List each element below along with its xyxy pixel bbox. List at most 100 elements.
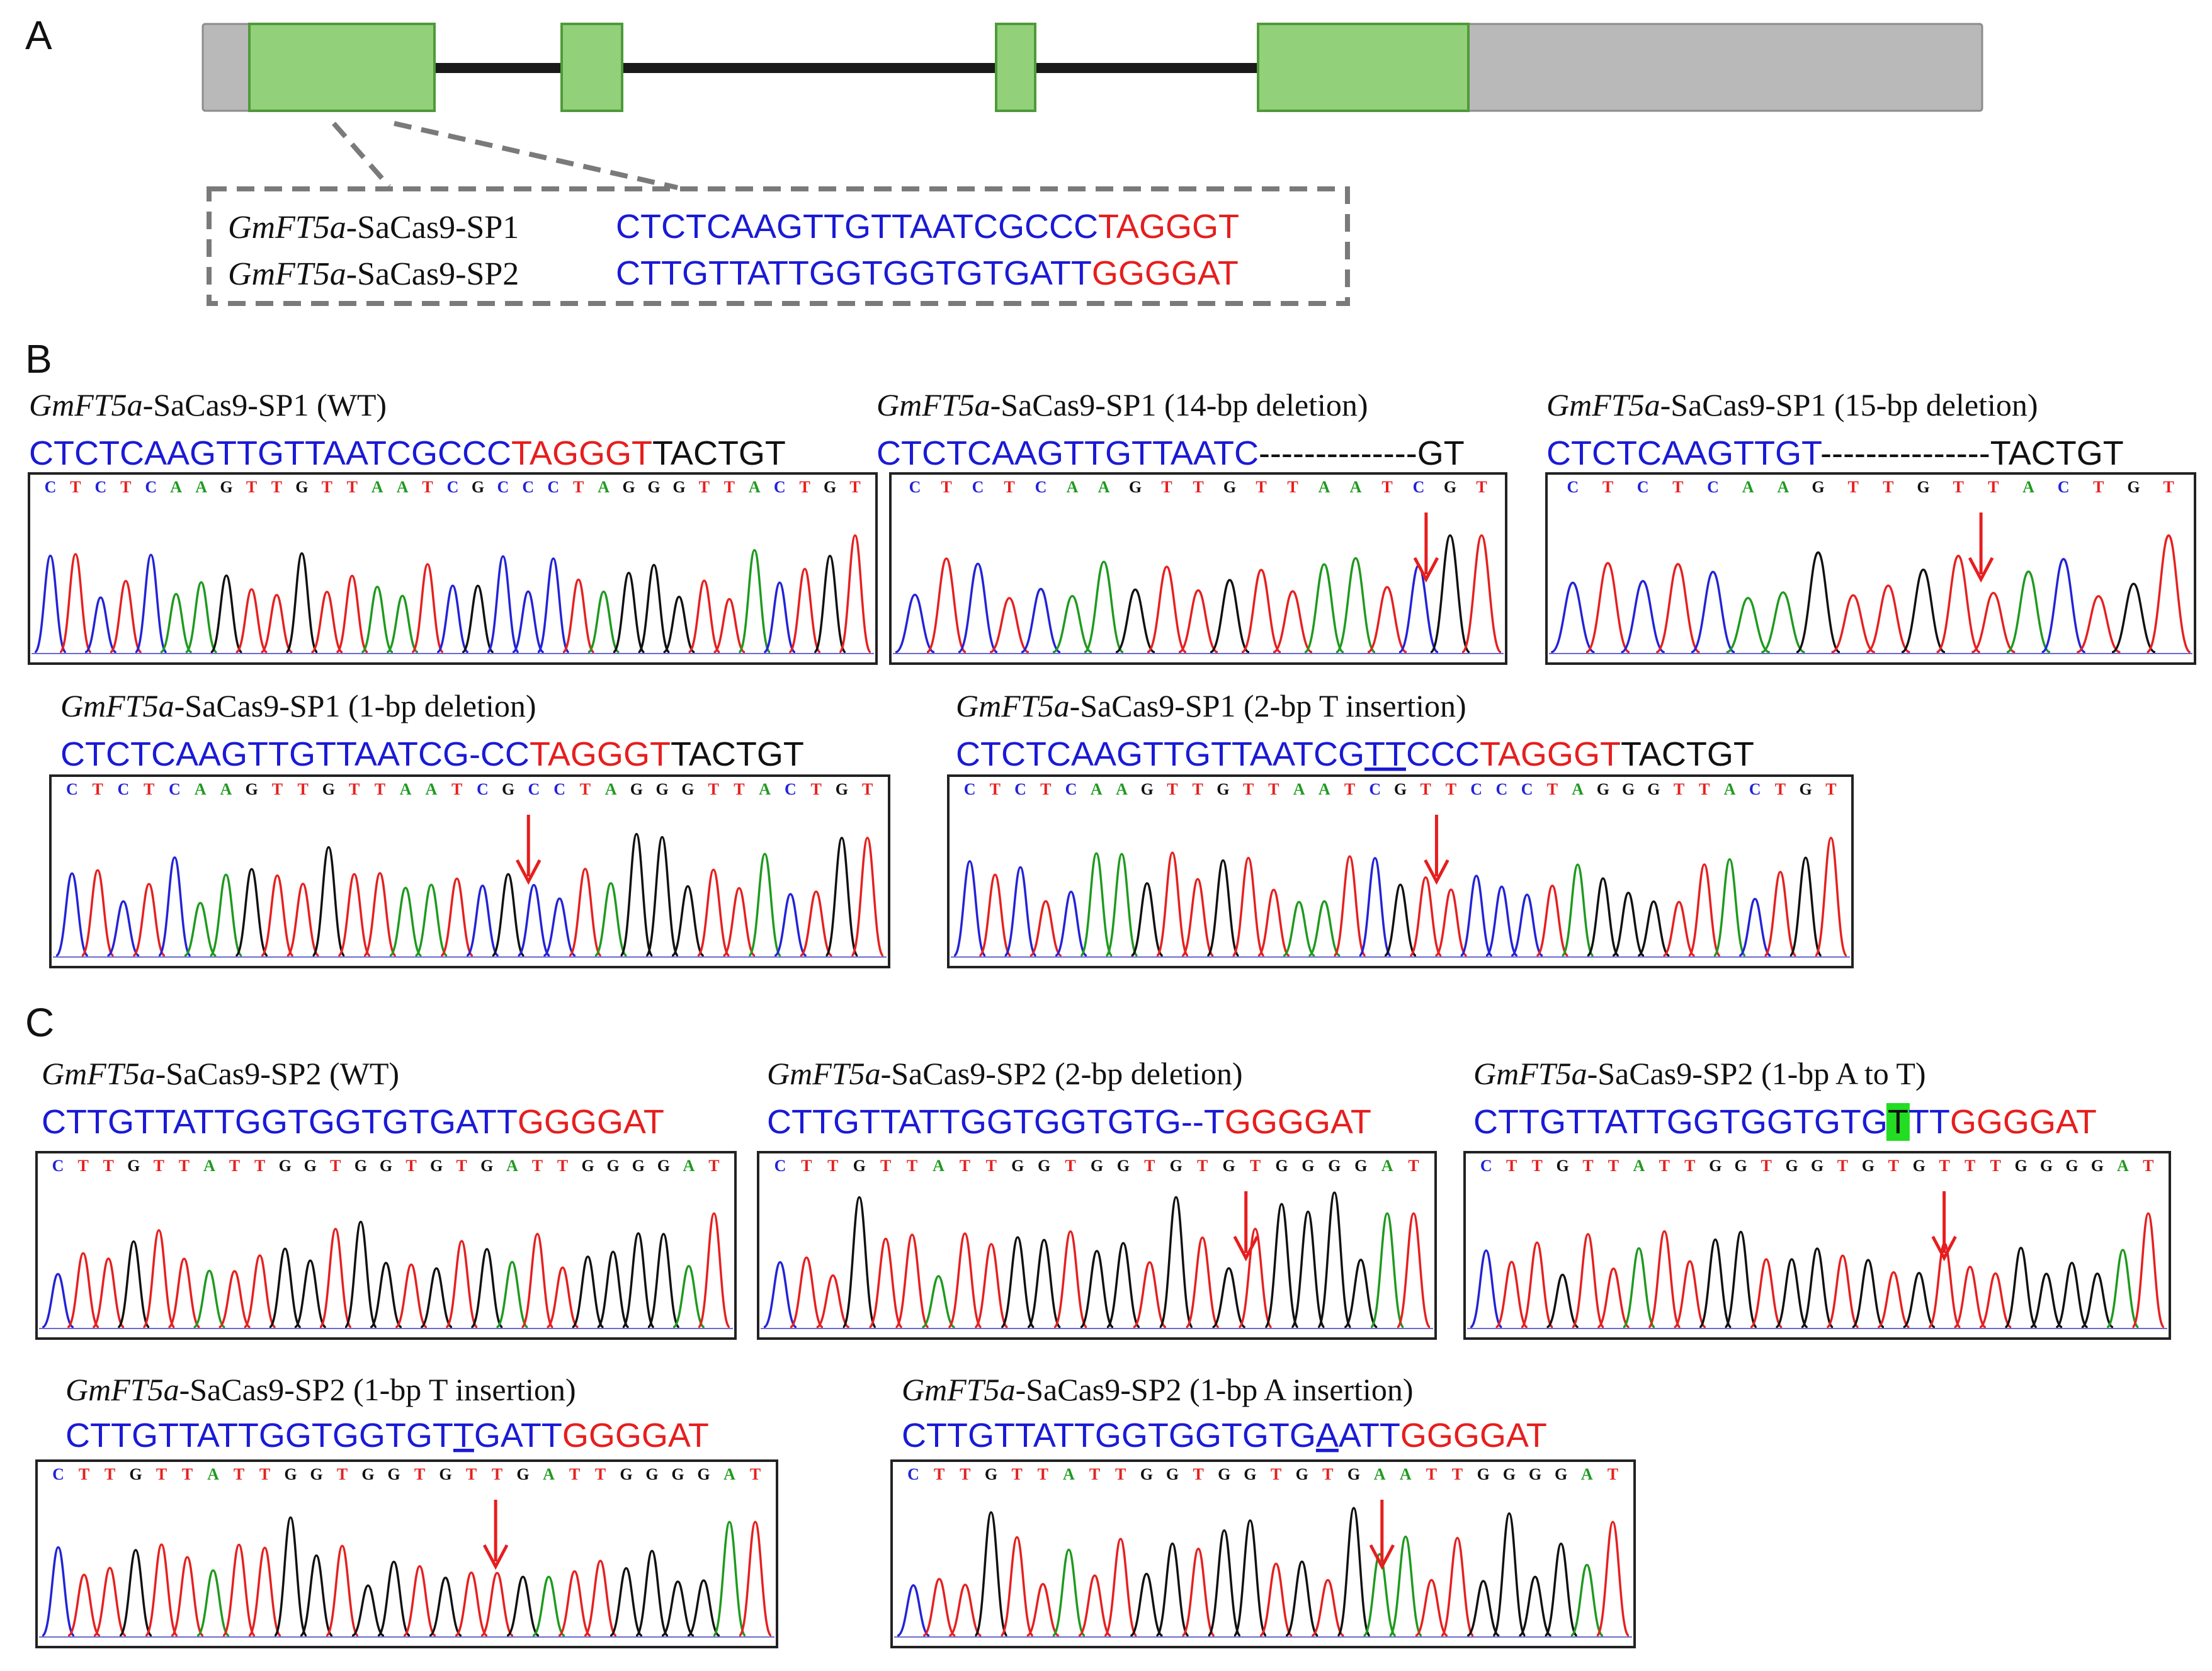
base-call: T <box>322 478 332 496</box>
base-call: T <box>827 1157 838 1175</box>
trace-peak <box>235 588 268 654</box>
base-call: G <box>430 1157 443 1175</box>
trace-panel-b2: GmFT5a-SaCas9-SP1 (14-bp deletion)CTCTCA… <box>876 387 1507 665</box>
base-call: G <box>439 1465 451 1483</box>
trace-title-gene: GmFT5a <box>902 1372 1016 1407</box>
trace-peak <box>1622 1247 1655 1328</box>
base-call: T <box>734 780 744 798</box>
trace-peak <box>1470 1249 1503 1328</box>
base-call: C <box>52 1465 64 1483</box>
exon-2 <box>560 23 623 112</box>
trace-peak <box>167 1257 201 1328</box>
trace-peak <box>562 578 595 654</box>
base-call: T <box>1011 1465 1022 1483</box>
trace-peak <box>1308 900 1341 957</box>
trace-peak <box>1485 885 1518 957</box>
base-call: A <box>1116 780 1128 798</box>
trace-peak <box>696 868 731 957</box>
panel-label-c: C <box>25 1000 54 1045</box>
base-call: G <box>581 1157 594 1175</box>
trace-peak <box>2106 1249 2140 1328</box>
trace-peak <box>67 1573 101 1637</box>
trace-peak <box>1586 877 1619 957</box>
trace-peak <box>738 1521 773 1637</box>
trace-peak <box>1691 570 1735 654</box>
base-call: G <box>472 478 484 496</box>
base-call: C <box>964 780 976 798</box>
base-call: G <box>480 1157 493 1175</box>
trace-peak <box>594 881 628 957</box>
base-call: T <box>1990 1157 2000 1175</box>
trace-peak <box>1210 579 1250 654</box>
trace-peak <box>661 1580 695 1637</box>
trace-peak <box>300 1554 333 1637</box>
base-call: T <box>1287 478 1298 496</box>
trace-peak <box>55 872 89 957</box>
trace-peak <box>672 1265 705 1328</box>
trace-peak <box>546 1266 579 1328</box>
trace-peak <box>157 856 192 957</box>
trace-peak <box>1233 1519 1268 1637</box>
trace-peak <box>712 1521 747 1637</box>
target-name-sp2: GmFT5a-SaCas9-SP2 <box>228 256 519 292</box>
base-call: A <box>1063 1465 1075 1483</box>
base-call: G <box>322 780 335 798</box>
spacer-seq: CTTGTTATTGGTGGTGTGATT <box>616 254 1092 292</box>
base-call: T <box>934 1465 944 1483</box>
pam-seq: GGGGAT <box>1092 254 1239 292</box>
trace-peak <box>610 1566 643 1637</box>
trace-title-gene: GmFT5a <box>1546 387 1660 422</box>
trace-peak <box>1979 1272 2012 1328</box>
trace-title-gene: GmFT5a <box>42 1056 156 1091</box>
trace-peak <box>619 832 654 957</box>
trace-sequence: CTCTCAAGTTGTTAATCG-CCTAGGGTTACTGT <box>60 735 804 773</box>
base-call: T <box>297 780 308 798</box>
base-call: T <box>801 1157 812 1175</box>
trace-peak <box>1344 1259 1378 1328</box>
trace-peak <box>662 596 696 654</box>
base-call: A <box>1742 478 1754 496</box>
trace-peak <box>361 586 394 654</box>
base-call: T <box>569 1465 580 1483</box>
trace-panel-b1: GmFT5a-SaCas9-SP1 (WT)CTCTCAAGTTGTTAATCG… <box>28 387 878 665</box>
trace-title-gene: GmFT5a <box>1473 1056 1587 1091</box>
mutation-arrow-head <box>1424 859 1449 885</box>
trace-peak <box>799 890 833 957</box>
base-call: G <box>1275 1157 1288 1175</box>
base-call: G <box>656 780 669 798</box>
base-call: T <box>724 478 735 496</box>
trace-peak <box>922 1578 956 1637</box>
base-call: C <box>528 780 540 798</box>
trace-title-gene: GmFT5a <box>767 1056 881 1091</box>
trace-peak <box>763 1261 797 1328</box>
trace-peak <box>184 902 217 957</box>
base-call: A <box>1293 780 1305 798</box>
base-call: A <box>1098 478 1110 496</box>
base-call: C <box>1470 780 1482 798</box>
base-call: G <box>127 1157 140 1175</box>
trace-peak <box>403 1565 436 1637</box>
trace-peak <box>2006 570 2051 654</box>
base-call: C <box>547 478 559 496</box>
base-call: C <box>1496 780 1508 798</box>
trace-peak <box>1103 1538 1138 1637</box>
chromatogram-frame <box>35 1151 737 1340</box>
trace-peak <box>1079 852 1113 957</box>
trace-peak <box>953 860 987 957</box>
base-call: A <box>425 780 437 798</box>
base-call: C <box>1035 478 1047 496</box>
trace-peak <box>118 1549 153 1637</box>
trace-peak <box>142 1229 176 1328</box>
trace-peak <box>1800 1247 1834 1328</box>
base-call: T <box>907 1157 917 1175</box>
base-call: T <box>1197 1157 1208 1175</box>
trace-peak <box>506 1575 540 1637</box>
base-call: T <box>259 1465 270 1483</box>
trace-peak <box>737 549 771 654</box>
base-call: G <box>1555 1465 1567 1483</box>
trace-peak <box>1953 1266 1987 1328</box>
base-call: A <box>372 478 383 496</box>
trace-peak <box>42 1272 74 1328</box>
base-call: A <box>506 1157 518 1175</box>
